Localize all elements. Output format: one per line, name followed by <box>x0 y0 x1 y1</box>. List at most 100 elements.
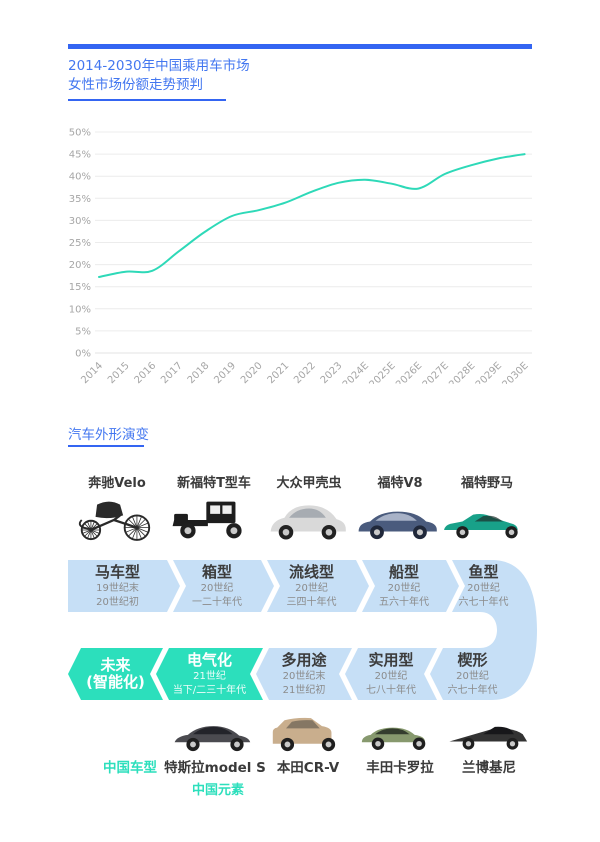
page-title-line2: 女性市场份额走势预判 <box>68 77 203 93</box>
benz-velo-car-icon <box>78 501 151 541</box>
wedge-stage-period1: 20世纪 <box>456 670 489 682</box>
multi-purpose-stage-shape <box>256 648 352 700</box>
timeline-uturn-connector <box>479 560 537 700</box>
svg-text:2024E: 2024E <box>341 360 371 384</box>
section-title-underline <box>68 445 144 447</box>
svg-text:2018: 2018 <box>186 360 212 384</box>
lamborghini-car-icon <box>449 726 528 750</box>
ford-mustang-image <box>441 492 533 548</box>
electric-stage-period1: 21世纪 <box>193 670 226 682</box>
honda-crv-image <box>264 710 352 754</box>
page-title-line1: 2014-2030年中国乘用车市场 <box>68 58 250 74</box>
svg-text:10%: 10% <box>69 304 91 315</box>
market-share-line-chart: 0%5%10%15%20%25%30%35%40%45%50%2014 2015 2… <box>69 128 532 384</box>
svg-text:30%: 30% <box>69 216 91 227</box>
honda-crv-car-icon <box>272 717 336 752</box>
streamline-stage-period1: 20世纪 <box>295 582 328 594</box>
header-accent-bar <box>68 44 532 49</box>
future-smart-stage-title2: (智能化) <box>86 673 145 691</box>
utility-stage-shape <box>345 648 437 700</box>
vw-beetle-label: 大众甲壳虫 <box>276 476 342 491</box>
future-smart-stage-title: 未来 <box>100 656 131 674</box>
ford-v8-label: 福特V8 <box>377 476 423 491</box>
honda-crv-label: 本田CR-V <box>276 760 340 776</box>
horse-carriage-stage-title: 马车型 <box>94 562 140 581</box>
boat-stage-period1: 20世纪 <box>387 582 421 594</box>
svg-text:2028E: 2028E <box>447 360 477 384</box>
boat-stage-period2: 五六十年代 <box>379 596 429 608</box>
toyota-corolla-car-icon <box>361 727 426 750</box>
benz-velo-label: 奔驰Velo <box>88 476 146 491</box>
utility-stage-title: 实用型 <box>368 650 414 669</box>
multi-purpose-stage-period1: 20世纪末 <box>282 670 326 682</box>
tesla-model-s-car-icon <box>174 726 251 752</box>
svg-text:2016: 2016 <box>133 360 159 384</box>
svg-text:2015: 2015 <box>106 360 132 384</box>
svg-text:2025E: 2025E <box>367 360 397 384</box>
electric-stage-period2: 当下/二三十年代 <box>172 684 247 696</box>
trend-line <box>98 153 526 278</box>
fish-stage-period1: 20世纪 <box>467 582 500 594</box>
wedge-stage: 楔形 20世纪 六七十年代 <box>430 648 515 700</box>
svg-text:35%: 35% <box>69 194 91 205</box>
svg-text:15%: 15% <box>69 282 91 293</box>
svg-text:2027E: 2027E <box>421 360 451 384</box>
fish-stage-title: 鱼型 <box>468 562 499 581</box>
toyota-corolla-label: 丰田卡罗拉 <box>366 760 434 776</box>
boat-stage: 船型 20世纪 五六十年代 <box>362 560 446 612</box>
vw-beetle-image <box>263 492 355 548</box>
ford-mustang-label: 福特野马 <box>460 476 513 491</box>
box-stage: 箱型 20世纪 一二十年代 <box>173 560 261 612</box>
svg-text:5%: 5% <box>75 326 91 337</box>
horse-carriage-stage: 马车型 19世纪末 20世纪初 <box>68 560 167 612</box>
multi-purpose-stage-period2: 21世纪初 <box>282 684 326 696</box>
svg-text:2026E: 2026E <box>394 360 424 384</box>
box-stage-title: 箱型 <box>201 562 232 581</box>
svg-text:2017: 2017 <box>159 360 185 384</box>
future-smart-stage-shape <box>68 648 163 700</box>
ford-model-t-car-icon <box>172 501 242 539</box>
ford-model-t-label: 新福特T型车 <box>177 476 251 491</box>
svg-text:45%: 45% <box>69 150 91 161</box>
streamline-stage-shape <box>267 560 369 612</box>
future-smart-stage: 未来 (智能化) <box>68 648 163 700</box>
wedge-stage-period2: 六七十年代 <box>447 684 498 696</box>
multi-purpose-stage: 多用途 20世纪末 21世纪初 <box>256 648 352 700</box>
svg-text:2023: 2023 <box>319 360 345 384</box>
svg-text:0%: 0% <box>75 349 91 360</box>
fish-stage-period2: 六七十年代 <box>458 596 509 608</box>
tesla-model-s-image <box>171 710 259 754</box>
svg-text:40%: 40% <box>69 172 91 183</box>
svg-text:2021: 2021 <box>266 360 292 384</box>
lamborghini-label: 兰博基尼 <box>462 760 516 776</box>
vw-beetle-car-icon <box>270 505 346 540</box>
utility-stage-period1: 20世纪 <box>374 670 408 682</box>
box-stage-period2: 一二十年代 <box>192 596 242 608</box>
svg-text:2020: 2020 <box>239 360 265 384</box>
tesla-model-s-label: 特斯拉model S <box>164 760 266 776</box>
streamline-stage: 流线型 20世纪 三四十年代 <box>267 560 356 612</box>
svg-text:2022: 2022 <box>292 360 318 384</box>
china-model-label: 中国车型 <box>103 760 157 776</box>
ford-v8-car-icon <box>358 511 437 540</box>
horse-carriage-stage-shape <box>68 560 180 612</box>
utility-stage-period2: 七八十年代 <box>366 684 416 696</box>
horse-carriage-stage-period1: 19世纪末 <box>96 582 139 594</box>
china-element-label: 中国元素 <box>191 783 244 798</box>
electric-stage-shape <box>156 648 263 700</box>
svg-text:20%: 20% <box>69 260 91 271</box>
ford-v8-image <box>354 492 446 548</box>
ford-model-t-image <box>168 492 260 548</box>
page-title: 2014-2030年中国乘用车市场 女性市场份额走势预判 <box>68 57 488 95</box>
svg-text:2014: 2014 <box>79 360 105 384</box>
svg-text:2029E: 2029E <box>474 360 504 384</box>
title-underline <box>68 99 226 101</box>
horse-carriage-stage-period2: 20世纪初 <box>96 596 139 608</box>
boat-stage-shape <box>362 560 459 612</box>
fish-stage: 鱼型 20世纪六七十年代 <box>452 560 515 612</box>
svg-text:50%: 50% <box>69 128 91 139</box>
ford-mustang-car-icon <box>444 513 518 539</box>
svg-text:25%: 25% <box>69 238 91 249</box>
svg-text:2030E: 2030E <box>500 360 530 384</box>
